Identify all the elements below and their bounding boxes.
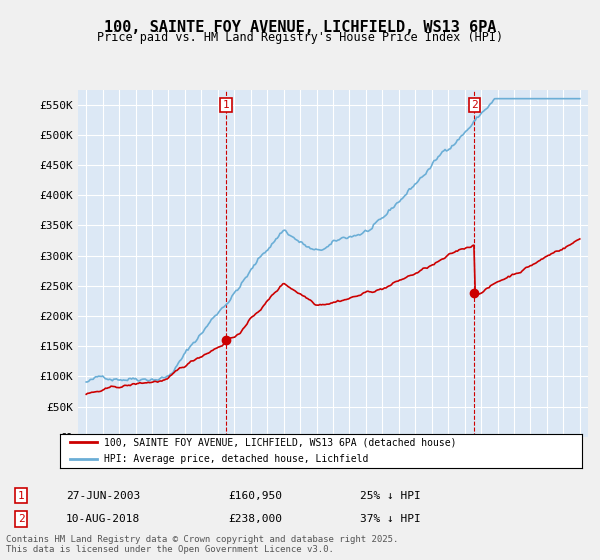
Text: 2: 2: [471, 100, 478, 110]
Text: Contains HM Land Registry data © Crown copyright and database right 2025.
This d: Contains HM Land Registry data © Crown c…: [6, 535, 398, 554]
Text: 100, SAINTE FOY AVENUE, LICHFIELD, WS13 6PA (detached house): 100, SAINTE FOY AVENUE, LICHFIELD, WS13 …: [104, 437, 457, 447]
Text: £238,000: £238,000: [228, 514, 282, 524]
Text: 1: 1: [223, 100, 229, 110]
Text: £160,950: £160,950: [228, 491, 282, 501]
Text: 100, SAINTE FOY AVENUE, LICHFIELD, WS13 6PA: 100, SAINTE FOY AVENUE, LICHFIELD, WS13 …: [104, 20, 496, 35]
Text: 10-AUG-2018: 10-AUG-2018: [66, 514, 140, 524]
Text: 1: 1: [17, 491, 25, 501]
Text: Price paid vs. HM Land Registry's House Price Index (HPI): Price paid vs. HM Land Registry's House …: [97, 31, 503, 44]
Text: HPI: Average price, detached house, Lichfield: HPI: Average price, detached house, Lich…: [104, 454, 369, 464]
Text: 2: 2: [17, 514, 25, 524]
Text: 27-JUN-2003: 27-JUN-2003: [66, 491, 140, 501]
Text: 25% ↓ HPI: 25% ↓ HPI: [360, 491, 421, 501]
Text: 37% ↓ HPI: 37% ↓ HPI: [360, 514, 421, 524]
